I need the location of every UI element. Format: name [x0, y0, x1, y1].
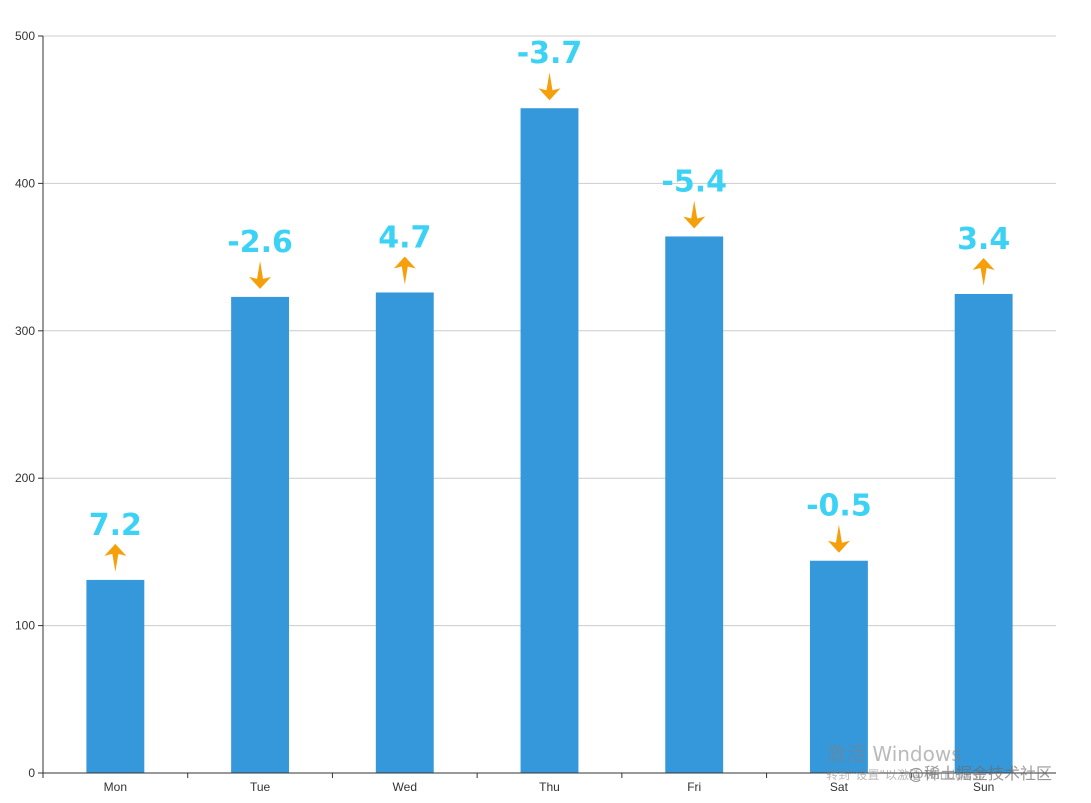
- axes: 0 100 200 300 400 500 Mon Tue Wed Thu Fri Sat Sun: [15, 29, 1056, 794]
- bar-fri[interactable]: [665, 236, 724, 774]
- x-tick-label: Wed: [393, 780, 417, 794]
- x-tick-label: Mon: [104, 780, 127, 794]
- arrow-down-icon: [249, 260, 272, 289]
- arrow-down-icon: [683, 200, 706, 229]
- windows-activation-hint: 转到"设置"以激活 Windows。: [826, 768, 991, 782]
- y-tick-label: 400: [15, 176, 35, 190]
- change-label: -2.6: [227, 225, 293, 260]
- arrow-down-icon: [827, 524, 850, 553]
- change-label: 4.7: [378, 220, 431, 255]
- change-label: -3.7: [517, 36, 583, 71]
- bar-wed[interactable]: [375, 292, 434, 773]
- windows-activation-watermark: 激活 Windows: [826, 742, 962, 766]
- bar-thu[interactable]: [520, 108, 579, 773]
- change-labels: 7.2 -2.6 4.7 -3.7 -5.4 -0.5 3.4: [89, 36, 1010, 572]
- bar-sun[interactable]: [954, 293, 1013, 773]
- y-tick-label: 200: [15, 471, 35, 485]
- y-tick-label: 0: [28, 766, 35, 780]
- x-tick-label: Tue: [250, 780, 271, 794]
- y-tick-label: 500: [15, 29, 35, 43]
- y-tick-label: 300: [15, 324, 35, 338]
- arrow-down-icon: [538, 72, 561, 101]
- x-tick-label: Sun: [973, 780, 994, 794]
- y-tick-label: 100: [15, 619, 35, 633]
- site-watermark: @稀土掘金技术社区: [908, 764, 1053, 783]
- arrow-up-icon: [104, 543, 127, 572]
- change-label: -5.4: [661, 164, 727, 199]
- x-tick-label: Sat: [830, 780, 849, 794]
- bar-mon[interactable]: [86, 579, 145, 773]
- bars: [86, 108, 1013, 774]
- change-label: -0.5: [806, 489, 872, 524]
- x-tick-label: Fri: [687, 780, 701, 794]
- change-label: 3.4: [957, 222, 1010, 257]
- change-label: 7.2: [89, 508, 142, 543]
- bar-sat[interactable]: [809, 560, 868, 773]
- arrow-up-icon: [972, 257, 995, 286]
- bar-tue[interactable]: [231, 296, 290, 773]
- arrow-up-icon: [393, 256, 416, 285]
- x-tick-label: Thu: [539, 780, 560, 794]
